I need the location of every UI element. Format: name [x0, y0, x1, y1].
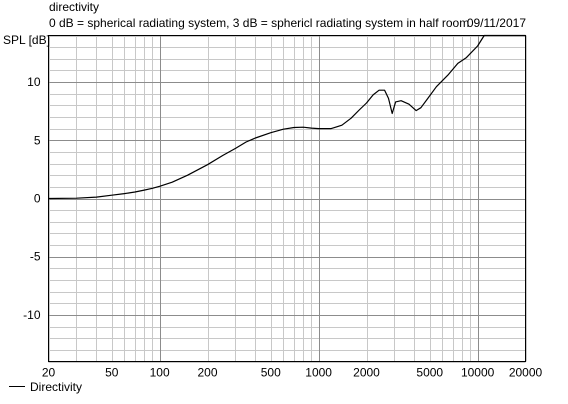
y-tick-label: -10 [23, 308, 41, 322]
chart-date: 09/11/2017 [467, 16, 526, 30]
x-tick-label: 100 [150, 366, 170, 380]
legend-label: Directivity [30, 380, 82, 394]
y-tick-label: 10 [27, 75, 41, 89]
x-tick-label: 5000 [416, 366, 443, 380]
x-tick-label: 200 [197, 366, 217, 380]
chart-subtitle: 0 dB = spherical radiating system, 3 dB … [49, 16, 469, 30]
chart-title: directivity [49, 0, 99, 14]
gridlines [48, 35, 527, 363]
x-tick-label: 2000 [353, 366, 380, 380]
x-tick-label: 20000 [509, 366, 543, 380]
y-tick-label: 0 [34, 192, 41, 206]
y-axis-label: SPL [dB] [3, 33, 50, 47]
series-line-directivity [48, 34, 526, 200]
tick-labels: 20 50 100 200 500 1000 2000 5000 10000 200001050-… [23, 75, 542, 379]
data-lines [48, 34, 526, 200]
legend: Directivity [9, 380, 82, 394]
y-tick-label: -5 [30, 250, 41, 264]
x-tick-label: 50 [105, 366, 119, 380]
x-tick-label: 1000 [305, 366, 332, 380]
x-tick-label: 500 [261, 366, 281, 380]
x-tick-label: 20 [42, 366, 56, 380]
y-tick-label: 5 [34, 133, 41, 147]
x-tick-label: 10000 [461, 366, 495, 380]
